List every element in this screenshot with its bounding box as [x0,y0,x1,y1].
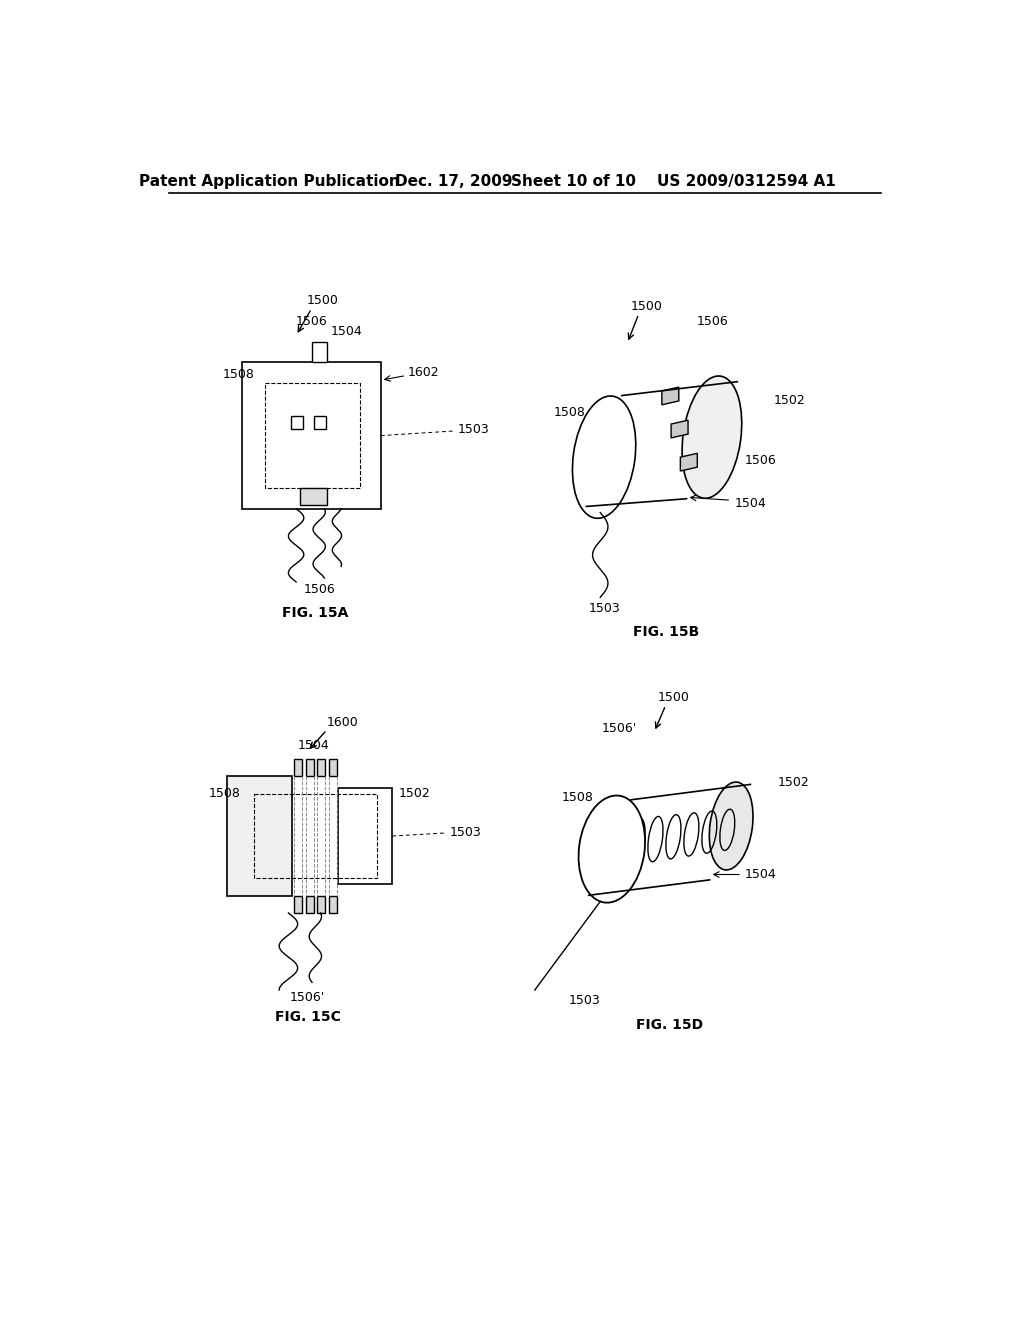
Text: 1506: 1506 [303,583,335,597]
Text: 1503: 1503 [588,602,620,615]
Text: FIG. 15A: FIG. 15A [283,606,348,619]
Text: Patent Application Publication: Patent Application Publication [139,174,399,189]
Ellipse shape [710,781,753,870]
Text: 1508: 1508 [209,787,241,800]
Text: 1506': 1506' [602,722,637,735]
Text: 1503: 1503 [451,825,482,838]
Text: 1502: 1502 [398,787,430,800]
Text: US 2009/0312594 A1: US 2009/0312594 A1 [657,174,836,189]
Text: Dec. 17, 2009: Dec. 17, 2009 [395,174,513,189]
Text: 1503: 1503 [569,994,601,1007]
Polygon shape [311,342,327,363]
Polygon shape [330,759,337,776]
Polygon shape [339,788,392,884]
Text: 1502: 1502 [777,776,809,788]
Text: FIG. 15D: FIG. 15D [636,1018,703,1032]
Text: 1502: 1502 [773,395,805,408]
Text: FIG. 15C: FIG. 15C [274,1010,341,1024]
Polygon shape [226,776,292,896]
Text: 1500: 1500 [631,300,663,313]
Text: 1503: 1503 [458,422,489,436]
Polygon shape [294,759,301,776]
Text: 1500: 1500 [657,690,689,704]
Text: 1506: 1506 [296,315,328,329]
Text: 1504: 1504 [331,325,362,338]
Ellipse shape [682,376,741,498]
Text: 1500: 1500 [307,294,339,308]
Text: 1506: 1506 [745,454,777,467]
Ellipse shape [579,796,645,903]
Polygon shape [306,759,313,776]
Polygon shape [330,896,337,913]
Text: 1506: 1506 [696,315,728,329]
Text: Sheet 10 of 10: Sheet 10 of 10 [511,174,636,189]
Polygon shape [300,488,327,506]
Text: 1504: 1504 [735,496,767,510]
Polygon shape [306,896,313,913]
Text: FIG. 15B: FIG. 15B [633,624,698,639]
Polygon shape [680,453,697,471]
Text: 1602: 1602 [408,366,439,379]
Polygon shape [294,896,301,913]
Text: 1508: 1508 [562,791,594,804]
Ellipse shape [572,396,636,519]
Text: 1600: 1600 [327,715,358,729]
Text: 1508: 1508 [223,367,255,380]
Polygon shape [671,420,688,438]
Text: 1508: 1508 [554,407,586,418]
Text: 1504: 1504 [298,739,330,751]
Polygon shape [662,387,679,405]
Polygon shape [316,759,325,776]
Polygon shape [243,363,381,508]
Text: 1506': 1506' [290,991,326,1005]
Text: 1504: 1504 [745,869,777,880]
Polygon shape [316,896,325,913]
